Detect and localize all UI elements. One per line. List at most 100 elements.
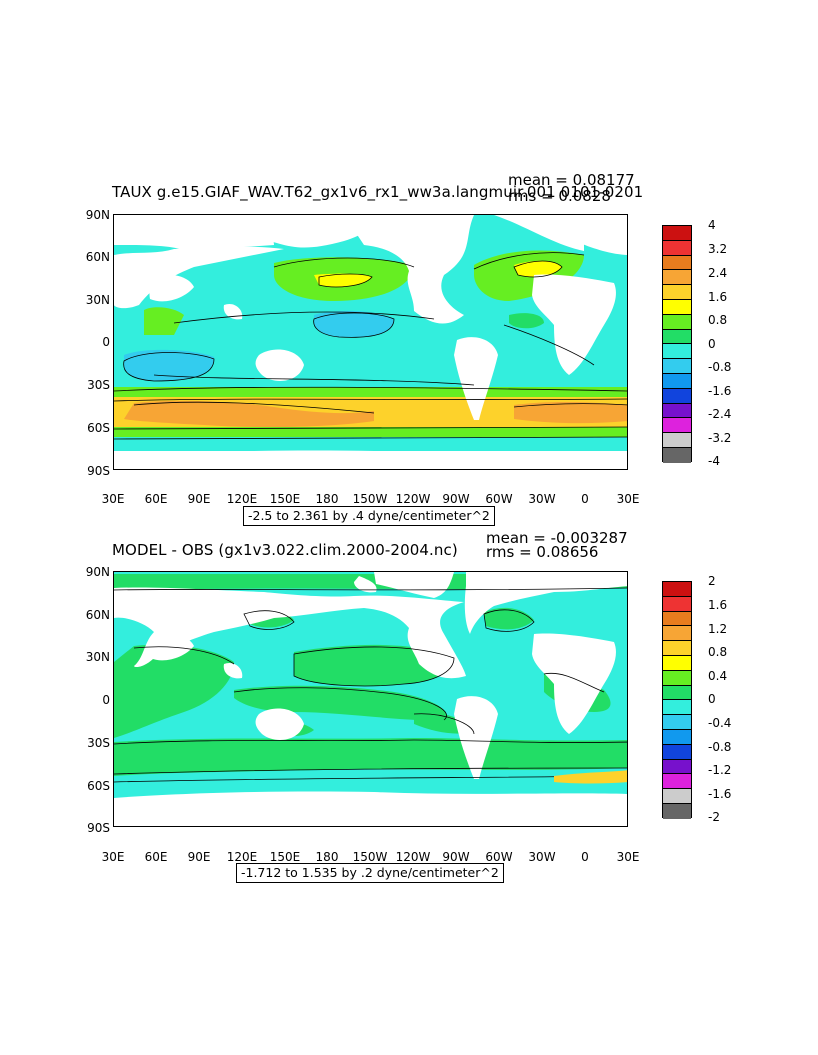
colorbar-swatch bbox=[663, 729, 691, 745]
colorbar-label: -2.4 bbox=[708, 407, 732, 421]
lon-label: 120W bbox=[395, 492, 431, 506]
lat-label: 90S bbox=[87, 821, 110, 835]
range-label: -2.5 to 2.361 by .4 dyne/centimeter^2 bbox=[243, 506, 495, 526]
colorbar-swatch bbox=[663, 285, 691, 300]
colorbar-label: 0 bbox=[708, 337, 716, 351]
colorbar-swatch bbox=[663, 744, 691, 760]
colorbar bbox=[662, 581, 692, 819]
lon-label: 30W bbox=[528, 850, 556, 864]
colorbar-swatch bbox=[663, 596, 691, 612]
plot-title: TAUX g.e15.GIAF_WAV.T62_gx1v6_rx1_ww3a.l… bbox=[112, 183, 644, 201]
colorbar-label: 1.2 bbox=[708, 622, 728, 636]
lon-label: 60W bbox=[485, 492, 513, 506]
map-model-obs bbox=[113, 571, 628, 827]
lat-label: 60N bbox=[85, 608, 110, 622]
colorbar-swatch bbox=[663, 803, 691, 819]
colorbar-label: 3.2 bbox=[708, 242, 728, 256]
lon-label: 120E bbox=[226, 850, 258, 864]
colorbar-label: 1.6 bbox=[708, 598, 728, 612]
lon-label: 90W bbox=[442, 850, 470, 864]
lon-label: 180 bbox=[315, 492, 339, 506]
lon-label: 30E bbox=[101, 492, 125, 506]
colorbar-swatch bbox=[663, 329, 691, 345]
rms-label: rms = 0.0828 bbox=[508, 187, 611, 205]
range-label: -1.712 to 1.535 by .2 dyne/centimeter^2 bbox=[236, 863, 504, 883]
colorbar-label: -0.4 bbox=[708, 716, 732, 730]
colorbar-swatch bbox=[663, 700, 691, 716]
lon-label: 180 bbox=[315, 850, 339, 864]
colorbar-label: 4 bbox=[708, 218, 716, 232]
colorbar-swatch bbox=[663, 255, 691, 271]
colorbar-swatch bbox=[663, 240, 691, 256]
mean-label: mean = -0.003287 bbox=[486, 529, 628, 547]
lon-label: 120W bbox=[395, 850, 431, 864]
lon-label: 0 bbox=[581, 492, 589, 506]
lat-label: 60N bbox=[85, 250, 110, 264]
colorbar-swatch bbox=[663, 388, 691, 404]
lat-label: 30N bbox=[85, 650, 110, 664]
colorbar-label: -1.6 bbox=[708, 384, 732, 398]
mean-label: mean = 0.08177 bbox=[508, 171, 635, 189]
rms-label: rms = 0.08656 bbox=[486, 543, 599, 561]
colorbar-label: -2 bbox=[708, 810, 720, 824]
lat-label: 30S bbox=[87, 736, 110, 750]
colorbar-label: -0.8 bbox=[708, 360, 732, 374]
colorbar-label: 0.8 bbox=[708, 645, 728, 659]
colorbar-swatch bbox=[663, 403, 691, 419]
colorbar-label: -3.2 bbox=[708, 431, 732, 445]
colorbar-swatch bbox=[663, 373, 691, 389]
map-taux bbox=[113, 214, 628, 470]
colorbar-swatch bbox=[663, 299, 691, 315]
colorbar-label: -1.6 bbox=[708, 787, 732, 801]
lat-label: 90N bbox=[85, 565, 110, 579]
colorbar-swatch bbox=[663, 582, 691, 597]
colorbar-swatch bbox=[663, 226, 691, 241]
colorbar-swatch bbox=[663, 314, 691, 330]
colorbar-swatch bbox=[663, 670, 691, 686]
colorbar-swatch bbox=[663, 433, 691, 448]
colorbar-swatch bbox=[663, 418, 691, 434]
lat-label: 0 bbox=[102, 693, 110, 707]
colorbar-swatch bbox=[663, 655, 691, 671]
colorbar-label: -1.2 bbox=[708, 763, 732, 777]
colorbar-swatch bbox=[663, 715, 691, 730]
colorbar-swatch bbox=[663, 626, 691, 642]
plot-title: MODEL - OBS (gx1v3.022.clim.2000-2004.nc… bbox=[112, 541, 458, 559]
lon-label: 0 bbox=[581, 850, 589, 864]
colorbar-label: -4 bbox=[708, 454, 720, 468]
colorbar-label: 0 bbox=[708, 692, 716, 706]
lon-label: 60E bbox=[144, 850, 168, 864]
lon-label: 30W bbox=[528, 492, 556, 506]
lon-label: 90W bbox=[442, 492, 470, 506]
lon-label: 60W bbox=[485, 850, 513, 864]
lon-label: 30E bbox=[616, 492, 640, 506]
colorbar-swatch bbox=[663, 789, 691, 804]
lon-label: 120E bbox=[226, 492, 258, 506]
lat-label: 0 bbox=[102, 335, 110, 349]
lon-label: 90E bbox=[187, 492, 211, 506]
colorbar-swatch bbox=[663, 270, 691, 286]
lat-label: 30S bbox=[87, 378, 110, 392]
colorbar bbox=[662, 225, 692, 463]
colorbar-label: -0.8 bbox=[708, 740, 732, 754]
lat-label: 90N bbox=[85, 208, 110, 222]
lon-label: 30E bbox=[101, 850, 125, 864]
lat-label: 60S bbox=[87, 421, 110, 435]
lon-label: 90E bbox=[187, 850, 211, 864]
lat-label: 60S bbox=[87, 779, 110, 793]
lon-label: 150E bbox=[269, 492, 301, 506]
colorbar-swatch bbox=[663, 685, 691, 701]
lon-label: 60E bbox=[144, 492, 168, 506]
lat-label: 90S bbox=[87, 464, 110, 478]
colorbar-swatch bbox=[663, 344, 691, 360]
colorbar-label: 2 bbox=[708, 574, 716, 588]
colorbar-label: 0.4 bbox=[708, 669, 728, 683]
lon-label: 150E bbox=[269, 850, 301, 864]
lon-label: 30E bbox=[616, 850, 640, 864]
colorbar-swatch bbox=[663, 611, 691, 627]
colorbar-swatch bbox=[663, 359, 691, 374]
colorbar-label: 1.6 bbox=[708, 290, 728, 304]
lon-label: 150W bbox=[352, 850, 388, 864]
colorbar-swatch bbox=[663, 759, 691, 775]
colorbar-swatch bbox=[663, 447, 691, 463]
